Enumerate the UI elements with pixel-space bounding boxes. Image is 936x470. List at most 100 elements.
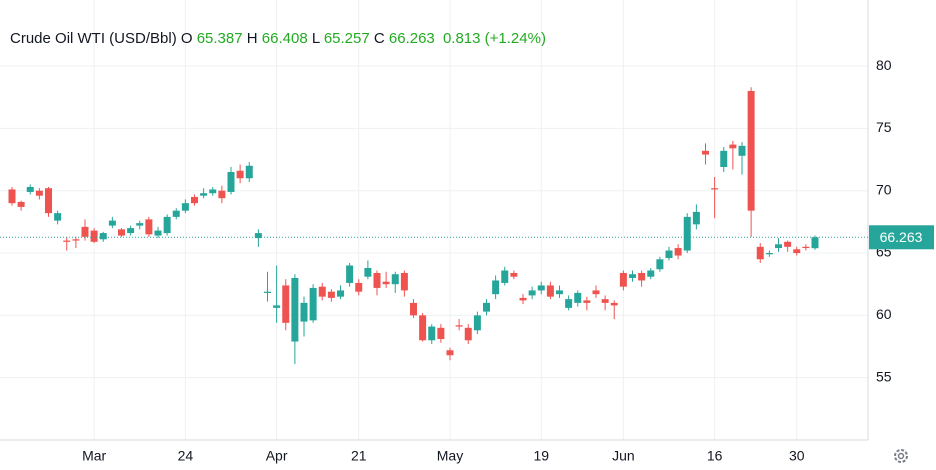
candle-body	[209, 189, 217, 194]
candle-body	[382, 281, 390, 285]
candle-body	[756, 246, 764, 260]
candle-body	[793, 249, 801, 254]
candle-body	[236, 170, 244, 179]
ohlc-label: L	[312, 30, 320, 47]
candle-body	[136, 223, 144, 226]
candle-body	[81, 226, 89, 237]
candle-body	[638, 272, 646, 281]
candle-body	[647, 270, 655, 277]
candle-body	[619, 272, 627, 287]
candle-body	[337, 290, 344, 297]
candle-body	[45, 188, 52, 214]
low-value: 65.257	[324, 30, 370, 47]
candle-body	[254, 233, 262, 239]
candle-body	[145, 219, 153, 235]
candle-body	[419, 315, 427, 341]
candle-body	[72, 239, 80, 241]
candle-body	[811, 237, 819, 249]
candle-body	[683, 216, 691, 251]
candle-body	[455, 325, 463, 327]
gear-outer[interactable]	[894, 449, 908, 463]
candle-body	[218, 190, 226, 199]
candle-body	[610, 302, 618, 306]
candle-body	[747, 90, 755, 211]
candle-body	[63, 240, 71, 242]
candle-body	[583, 300, 591, 303]
candle-body	[738, 145, 746, 156]
candle-body	[273, 305, 281, 308]
candle-body	[108, 220, 116, 226]
y-tick-label: 75	[876, 119, 892, 135]
candle-body	[656, 259, 664, 270]
candle-body	[702, 150, 709, 155]
candle-body	[720, 150, 728, 168]
close-value: 66.263	[389, 30, 435, 47]
candle-body	[355, 282, 363, 292]
ohlc-label: H	[247, 30, 258, 47]
candle-body	[410, 302, 417, 316]
candle-body	[528, 290, 536, 296]
x-tick-label: 16	[707, 448, 723, 464]
candle-body	[90, 230, 98, 242]
x-tick-label: 21	[351, 448, 367, 464]
y-tick-label: 55	[876, 368, 892, 384]
x-tick-label: Apr	[266, 448, 288, 464]
candle-body	[629, 274, 636, 278]
candle-body	[99, 233, 107, 240]
candle-body	[446, 350, 454, 356]
ohlc-label: C	[374, 30, 385, 47]
last-price-tag	[869, 225, 934, 250]
candle-body	[464, 327, 472, 341]
candle-body	[775, 244, 782, 249]
candle-body	[537, 285, 545, 291]
candle-body	[264, 291, 271, 293]
candle-body	[565, 299, 573, 308]
candle-body	[17, 201, 25, 207]
candle-body	[391, 274, 399, 285]
candle-body	[802, 246, 810, 249]
candle-body	[373, 272, 381, 288]
x-tick-label: 30	[789, 448, 805, 464]
candle-body	[665, 250, 673, 259]
candle-body	[318, 286, 326, 297]
candle-body	[556, 290, 563, 295]
candle-body	[711, 188, 719, 190]
candle-body	[35, 190, 43, 196]
candle-body	[154, 230, 162, 236]
y-tick-label: 80	[876, 57, 892, 73]
candle-body	[501, 270, 509, 283]
candle-body	[400, 272, 408, 291]
candle-body	[428, 326, 436, 341]
candle-body	[282, 285, 290, 323]
y-tick-label: 60	[876, 306, 892, 322]
candle-body	[784, 241, 792, 247]
settings-icon[interactable]	[894, 449, 908, 463]
candle-body	[327, 291, 335, 298]
candle-body	[574, 292, 582, 303]
x-tick-label: Mar	[82, 448, 106, 464]
candle-body	[346, 265, 354, 283]
candle-body	[300, 302, 308, 322]
symbol-title: Crude Oil WTI (USD/Bbl)	[10, 30, 177, 47]
legend-header: Crude Oil WTI (USD/Bbl) O 65.387 H 66.40…	[10, 30, 546, 47]
x-tick-label: 24	[178, 448, 194, 464]
last-price-label: 66.263	[880, 229, 923, 245]
candle-body	[674, 248, 682, 256]
candle-body	[473, 315, 481, 331]
y-tick-label: 70	[876, 181, 892, 197]
x-tick-label: May	[437, 448, 463, 464]
candle-body	[519, 297, 527, 301]
change-value: 0.813	[443, 30, 481, 47]
candle-body	[118, 229, 125, 236]
candle-body	[172, 210, 180, 217]
candle-body	[181, 203, 189, 211]
candle-body	[8, 189, 16, 204]
candle-body	[309, 287, 317, 321]
candle-body	[227, 172, 235, 192]
candle-body	[364, 267, 372, 277]
candle-body	[26, 186, 34, 192]
gear-inner[interactable]	[897, 452, 905, 460]
change-percent: (+1.24%)	[485, 30, 546, 47]
candle-body	[291, 277, 299, 342]
